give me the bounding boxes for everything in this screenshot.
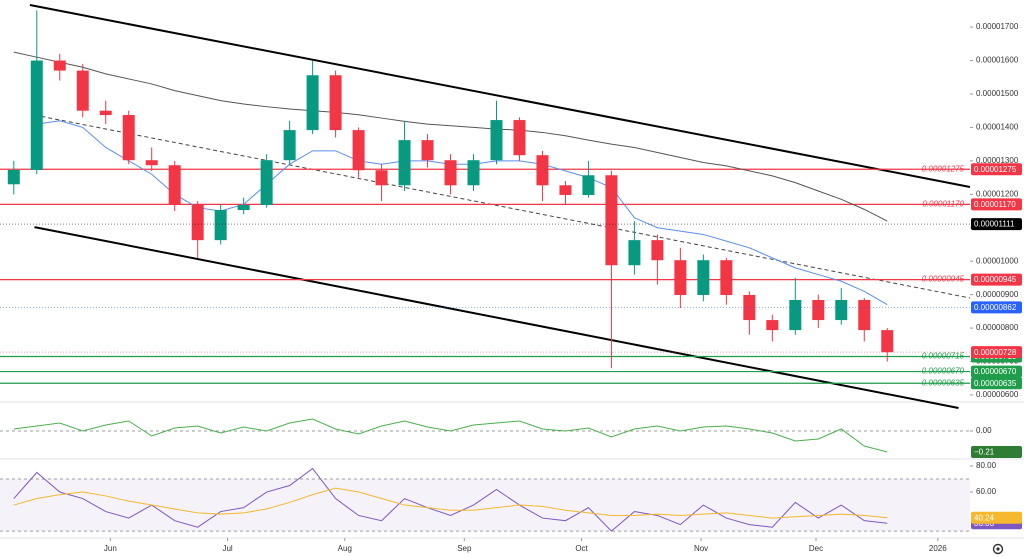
candle-body bbox=[145, 160, 158, 166]
candle-body bbox=[168, 165, 181, 206]
y-tick-label: 0.00000600 bbox=[976, 390, 1019, 399]
level-label: 0.00000670 bbox=[922, 367, 965, 376]
candle-body bbox=[582, 175, 595, 195]
x-tick-label: Oct bbox=[575, 544, 588, 553]
candle-body bbox=[605, 175, 618, 266]
candle-body bbox=[490, 120, 503, 161]
price-box bbox=[971, 218, 1022, 231]
candle-body bbox=[329, 75, 342, 131]
candle-body bbox=[191, 205, 204, 241]
candle-body bbox=[559, 185, 572, 195]
price-box-label: 0.00000862 bbox=[974, 303, 1017, 312]
indicator-line bbox=[13, 467, 888, 532]
x-tick-label: Jul bbox=[222, 544, 232, 553]
price-box-label: 0.00000728 bbox=[974, 348, 1017, 357]
candle-body bbox=[444, 160, 457, 186]
x-tick-label: Dec bbox=[809, 544, 823, 553]
level-label: 0.00001170 bbox=[922, 199, 964, 208]
candle-body bbox=[467, 160, 480, 186]
candle-body bbox=[30, 60, 43, 170]
indicator-line bbox=[13, 51, 888, 222]
price-box-label: 40.24 bbox=[974, 513, 995, 522]
candle-body bbox=[628, 240, 641, 266]
price-box-label: 0.00001170 bbox=[974, 200, 1016, 209]
trendline bbox=[29, 4, 971, 188]
candle-body bbox=[306, 75, 319, 131]
price-box bbox=[971, 198, 1022, 211]
y-tick-label: 80.00 bbox=[976, 461, 997, 470]
candle-body bbox=[375, 170, 388, 186]
candle-body bbox=[697, 260, 710, 295]
price-box-label: 0.00000670 bbox=[974, 367, 1017, 376]
price-box-label: 0.00001111 bbox=[974, 220, 1015, 229]
y-tick-label: 0.00001300 bbox=[976, 156, 1019, 165]
level-label: 0.00000945 bbox=[922, 275, 965, 284]
price-box bbox=[971, 511, 1022, 524]
candle-body bbox=[536, 155, 549, 186]
y-tick-label: 0.00000900 bbox=[976, 290, 1019, 299]
gear-ring[interactable] bbox=[992, 543, 1004, 555]
candle-body bbox=[421, 140, 434, 161]
level-label: 0.00000635 bbox=[922, 378, 965, 387]
price-box bbox=[971, 365, 1022, 378]
candle-body bbox=[122, 115, 135, 161]
gear-center[interactable] bbox=[996, 547, 1000, 551]
price-box bbox=[971, 446, 1022, 458]
y-tick-label: 0.00001400 bbox=[976, 123, 1019, 132]
candle-body bbox=[260, 160, 273, 206]
price-box bbox=[971, 346, 1022, 359]
candle-body bbox=[789, 300, 802, 331]
level-label: 0.00001275 bbox=[922, 164, 965, 173]
trendline bbox=[34, 114, 971, 299]
candle-body bbox=[214, 210, 227, 241]
candle-body bbox=[720, 260, 733, 295]
y-tick-label: 0.00000800 bbox=[976, 323, 1019, 332]
x-tick-label: Sep bbox=[457, 544, 472, 553]
y-tick-label: 0.00001200 bbox=[976, 189, 1019, 198]
trendline bbox=[34, 226, 959, 410]
y-tick-label: 0.00001000 bbox=[976, 256, 1019, 265]
price-box bbox=[971, 163, 1022, 176]
candle-body bbox=[99, 110, 112, 116]
settings-icon[interactable] bbox=[992, 543, 1004, 555]
price-box bbox=[971, 273, 1022, 286]
rsi-band bbox=[0, 479, 970, 532]
price-box-label: 0.00001275 bbox=[974, 165, 1017, 174]
candle-body bbox=[812, 300, 825, 321]
x-tick-label: 2026 bbox=[929, 544, 947, 553]
candle-body bbox=[398, 140, 411, 186]
indicator-line bbox=[13, 487, 888, 519]
candle-body bbox=[835, 300, 848, 321]
x-tick-label: Jun bbox=[104, 544, 117, 553]
y-tick-label: 0.00001700 bbox=[976, 22, 1019, 31]
candle-body bbox=[237, 205, 250, 211]
price-box bbox=[971, 377, 1022, 390]
candle-body bbox=[743, 294, 756, 321]
price-box-label: 0.00000635 bbox=[974, 379, 1017, 388]
y-tick-label: 0.00001500 bbox=[976, 89, 1019, 98]
candle-body bbox=[766, 320, 779, 331]
candle-body bbox=[53, 60, 66, 71]
candle-body bbox=[76, 70, 89, 111]
candle-body bbox=[858, 300, 871, 331]
indicator-line bbox=[13, 418, 888, 453]
candle-body bbox=[283, 130, 296, 161]
candle-body bbox=[651, 240, 664, 261]
level-label: 0.00000715 bbox=[922, 352, 965, 361]
candle-body bbox=[7, 169, 20, 185]
candle-body bbox=[674, 260, 687, 295]
x-tick-label: Nov bbox=[694, 544, 708, 553]
price-box-label: 0.00000945 bbox=[974, 275, 1017, 284]
y-tick-label: 0.00 bbox=[976, 426, 992, 435]
candle-body bbox=[513, 120, 526, 156]
candle-body bbox=[352, 130, 365, 171]
y-tick-label: 0.00001600 bbox=[976, 56, 1019, 65]
price-box-label: −0.21 bbox=[974, 448, 995, 457]
candle-body bbox=[881, 330, 894, 353]
y-tick-label: 60.00 bbox=[976, 487, 997, 496]
x-tick-label: Aug bbox=[338, 544, 352, 553]
price-box bbox=[971, 301, 1022, 314]
